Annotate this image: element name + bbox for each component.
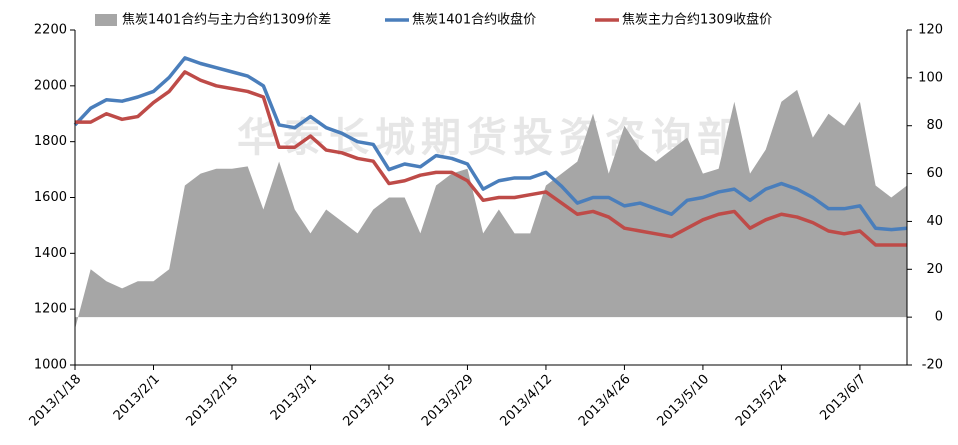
x-tick-label: 2013/3/1 bbox=[268, 372, 320, 424]
y2-tick-label: 20 bbox=[926, 262, 943, 277]
line bbox=[75, 70, 907, 247]
y-tick-label: 1200 bbox=[34, 302, 67, 317]
legend-label: 焦炭1401合约收盘价 bbox=[412, 12, 536, 28]
y-tick-label: 1800 bbox=[34, 134, 67, 149]
x-tick-label: 2013/6/7 bbox=[817, 372, 869, 424]
x-tick-label: 2013/5/24 bbox=[733, 372, 791, 430]
legend-label: 焦炭主力合约1309收盘价 bbox=[622, 12, 772, 28]
x-tick-label: 2013/4/12 bbox=[497, 372, 555, 430]
y2-tick-label: -20 bbox=[922, 358, 943, 373]
y-tick-label: 2200 bbox=[34, 23, 67, 38]
y-tick-label: 1000 bbox=[34, 358, 67, 373]
y2-tick-label: 80 bbox=[926, 118, 943, 133]
y-tick-label: 2000 bbox=[34, 78, 67, 93]
line bbox=[73, 56, 908, 232]
legend-swatch bbox=[95, 14, 117, 26]
y2-tick-label: 60 bbox=[926, 166, 943, 181]
y-tick-label: 1600 bbox=[34, 190, 67, 205]
x-tick-label: 2013/4/26 bbox=[576, 372, 634, 430]
x-tick-label: 2013/1/18 bbox=[27, 372, 85, 430]
legend-label: 焦炭1401合约与主力合约1309价差 bbox=[122, 13, 331, 28]
area bbox=[75, 89, 907, 330]
y2-tick-label: 120 bbox=[918, 23, 943, 38]
x-tick-label: 2013/3/29 bbox=[419, 372, 477, 430]
x-tick-label: 2013/5/10 bbox=[654, 372, 712, 430]
y2-tick-label: 40 bbox=[926, 214, 943, 229]
y2-tick-label: 0 bbox=[935, 310, 943, 325]
y-tick-label: 1400 bbox=[34, 246, 67, 261]
x-tick-label: 2013/2/15 bbox=[184, 372, 242, 430]
y2-tick-label: 100 bbox=[918, 70, 943, 85]
x-tick-label: 2013/3/15 bbox=[341, 372, 399, 430]
x-tick-label: 2013/2/1 bbox=[111, 372, 163, 424]
